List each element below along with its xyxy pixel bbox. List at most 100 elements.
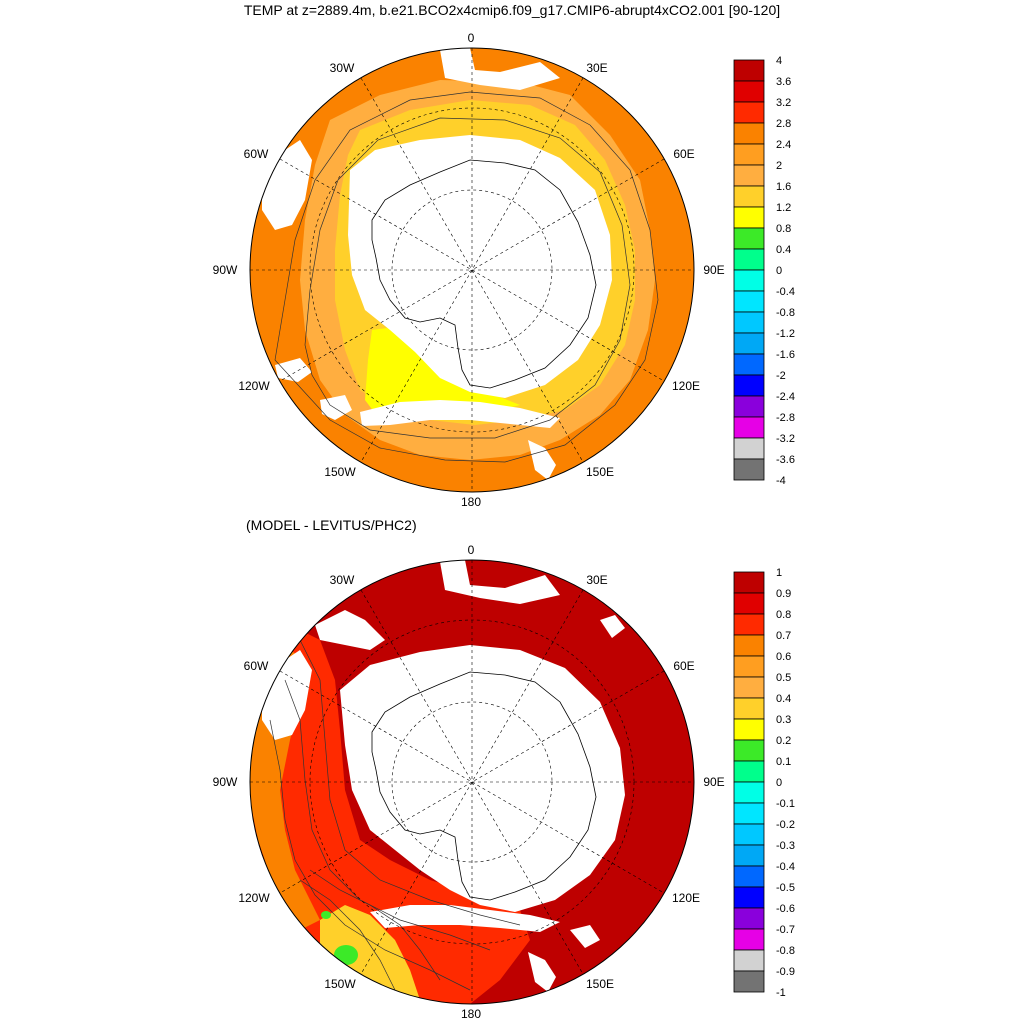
panel2-ind-mask [600,615,625,638]
lon-label-180: 180 [461,1007,481,1021]
lon-label-0: 0 [468,31,475,45]
panel1-colorbar-swatch [733,311,765,334]
panel1-colorbar-label: -2.8 [776,412,795,424]
lon-label-30e: 30E [586,61,607,75]
lon-label-30e: 30E [586,573,607,587]
panel2-colorbar-swatch [733,739,765,762]
lon-label-120e: 120E [672,891,700,905]
panel2-colorbar-swatch [733,970,765,993]
lon-label-90e: 90E [703,775,724,789]
panel2-colorbar-label: -0.4 [776,861,795,873]
panel1-pac-mask [275,358,312,382]
lon-label-30w: 30W [330,573,355,587]
panel1-colorbar-label: -3.2 [776,433,795,445]
panel1-graticule [250,48,694,492]
panel1-colorbar-label: 2 [776,160,782,172]
panel2-ind-mask2 [570,925,600,948]
panel2-samerica-mask [262,650,312,740]
panel1-colorbar-label: -3.6 [776,454,795,466]
lon-label-60w: 60W [244,147,269,161]
panel1-colorbar-swatch [733,416,765,439]
panel1-colorbar-label: 0.4 [776,244,791,256]
panel2-colorbar-label: 0.7 [776,630,791,642]
panel2-antarctica-mask [340,645,625,912]
panel2-anomaly-spot [334,945,358,965]
panel1-colorbar-swatch [733,227,765,250]
panel1-shelf-mask [360,400,560,428]
panel1-contour-a [274,91,659,463]
lon-label-120e: 120E [672,379,700,393]
panel2-colorbar-label: 0.9 [776,588,791,600]
panel2-contours [269,639,521,991]
panel1-colorbar-label: -1.6 [776,349,795,361]
panel1-colorbar-label: 4 [776,55,782,67]
panel1-colorbar-swatch [733,332,765,355]
panel2-colorbar-swatch [733,865,765,888]
panel2-colorbar-label: 0.5 [776,672,791,684]
lon-label-150e: 150E [586,465,614,479]
panel1-colorbar-label: -4 [776,475,786,487]
panel1-colorbar-swatch [733,353,765,376]
lon-label-120w: 120W [238,891,270,905]
panel2-colorbar-label: 0.2 [776,735,791,747]
lon-label-60e: 60E [673,659,694,673]
panel1-colorbar-label: -0.4 [776,286,795,298]
panel1-colorbar-label: 2.4 [776,139,791,151]
panel1-colorbar-label: 0.8 [776,223,791,235]
panel2-colorbar-label: -0.9 [776,966,795,978]
panel1-samerica-mask [262,140,312,230]
panel1-colorbar-label: -0.8 [776,307,795,319]
panel2-colorbar-swatch [733,676,765,699]
panel1-colorbar-label: 3.6 [776,76,791,88]
panel2-atlantic-mask [440,560,560,604]
panel2-colorbar-swatch [733,823,765,846]
panel2-anomaly-spot-small [321,911,331,919]
panel2-colorbar-swatch [733,907,765,930]
panel2-colorbar-label: 0.3 [776,714,791,726]
panel2-colorbar-swatch [733,592,765,615]
panel2-colorbar-label: -0.6 [776,903,795,915]
lon-label-30w: 30W [330,61,355,75]
lon-label-120w: 120W [238,379,270,393]
panel2-colorbar: 1 0.9 0.8 0.7 0.6 0.5 0.4 0.3 0.2 0.1 0 -0.1 -0.2 -0.… [733,567,795,999]
panel1-colorbar-swatch [733,395,765,418]
panel2-colorbar-label: 0.6 [776,651,791,663]
panel2-colorbar-label: -0.2 [776,819,795,831]
panel1-colorbar-label: -2.4 [776,391,795,403]
panel1-colorbar-swatch [733,248,765,271]
panel2-graticule [250,560,694,1004]
panel1-antarctica-mask [348,135,612,398]
panel1-coastline [371,159,597,389]
panel1-colorbar-swatch [733,80,765,103]
panel2-colorbar-label: -0.3 [776,840,795,852]
figure-title: TEMP at z=2889.4m, b.e21.BCO2x4cmip6.f09… [243,2,781,18]
panel2-colorbar-swatch [733,802,765,825]
panel2-colorbar-swatch [733,781,765,804]
panel2-colorbar-swatch [733,760,765,783]
lon-label-90w: 90W [213,263,238,277]
panel2-dp-mask [315,610,385,650]
panel2-colorbar-label: -0.8 [776,945,795,957]
panel1-colorbar-label: 3.2 [776,97,791,109]
panel2-colorbar-label: -1 [776,987,786,999]
panel2-map: 0 30W 30E 60W 60E 90W 90E 120W 120E 150W… [213,543,725,1021]
panel2-shelf-mask [370,905,560,932]
panel2-subtitle: (MODEL - LEVITUS/PHC2) [246,517,417,533]
panel2-colorbar-swatch [733,634,765,657]
panel2-colorbar-label: 0.8 [776,609,791,621]
panel1-colorbar-swatch [733,374,765,397]
lon-label-0: 0 [468,543,475,557]
panel2-colorbar-label: -0.5 [776,882,795,894]
panel2-coastline [371,671,597,901]
panel2-colorbar-label: -0.1 [776,798,795,810]
panel2-colorbar-label: 0.1 [776,756,791,768]
panel1-colorbar-label: 2.8 [776,118,791,130]
panel2-colorbar-label: 0.4 [776,693,791,705]
panel1-map: 0 30W 30E 60W 60E 90W 90E 120W 120E 150W… [213,31,725,509]
lon-label-180: 180 [461,495,481,509]
panel2-colorbar-swatch [733,928,765,951]
lon-label-90e: 90E [703,263,724,277]
panel2-colorbar-swatch [733,697,765,720]
panel1-colorbar-swatch [733,290,765,313]
